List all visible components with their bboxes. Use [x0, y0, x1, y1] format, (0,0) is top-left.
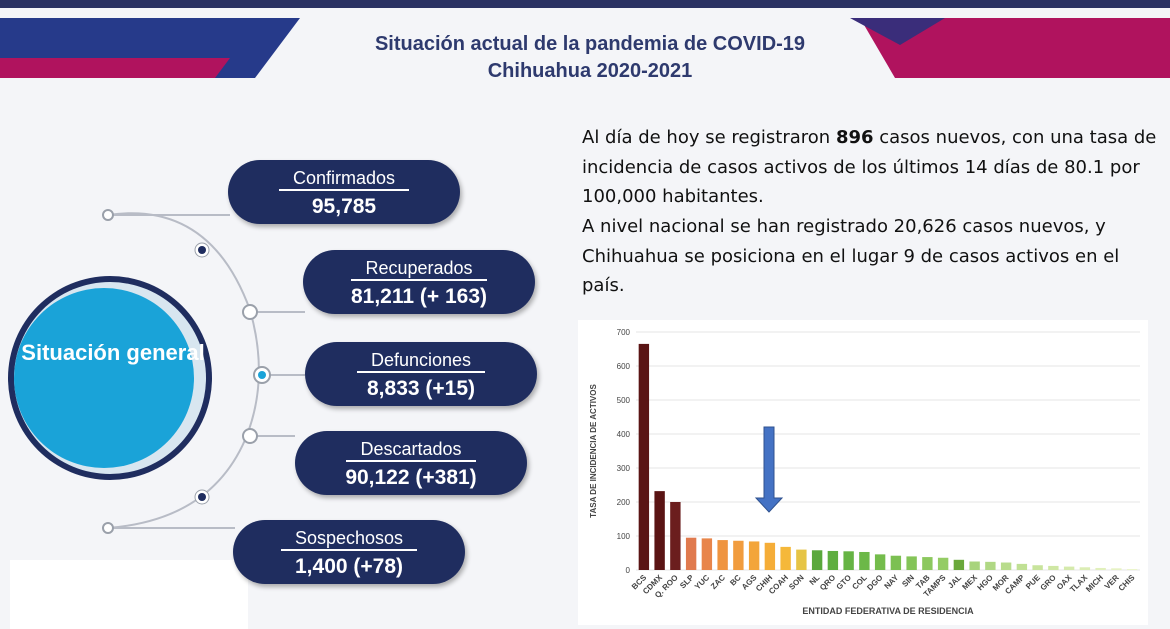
stat-card: Recuperados 81,211 (+ 163): [303, 250, 535, 314]
bar: [827, 550, 839, 570]
y-axis-label: TASA DE INCIDENCIA DE ACTIVOS: [589, 384, 598, 518]
card-label: Defunciones: [356, 349, 486, 373]
y-tick-label: 500: [617, 396, 631, 405]
x-tick-label: SON: [787, 573, 806, 592]
bar: [701, 538, 713, 570]
bar: [811, 550, 823, 570]
y-tick-label: 100: [617, 532, 631, 541]
chart: 0 100 200 300 400 500 600 700 TASA DE INCIDENCIA…: [589, 328, 1140, 616]
bar: [1032, 565, 1043, 570]
x-tick-label: HGO: [976, 573, 995, 592]
bar: [670, 502, 681, 570]
bar: [1111, 568, 1122, 570]
x-tick-label: QRO: [818, 573, 837, 592]
y-tick-label: 400: [617, 430, 631, 439]
card-value: 81,211 (+ 163): [350, 285, 488, 308]
bar: [937, 557, 949, 570]
bar: [654, 491, 665, 570]
x-tick-label: CHIS: [1117, 573, 1137, 593]
x-tick-label: GRO: [1039, 573, 1058, 592]
card-label: Descartados: [346, 438, 476, 462]
y-tick-label: 300: [617, 464, 631, 473]
x-tick-label: GTO: [835, 573, 854, 592]
paragraph: Al día de hoy se registraron 896 casos n…: [582, 123, 1157, 212]
card-value: 1,400 (+78): [295, 555, 403, 578]
stat-card: Sospechosos 1,400 (+78): [233, 520, 465, 584]
bar: [1016, 563, 1028, 570]
x-tick-label: YUC: [693, 573, 711, 591]
text: casos nuevos, con una tasa de incidencia…: [582, 127, 1157, 207]
stat-card: Defunciones 8,833 (+15): [305, 342, 537, 406]
x-tick-label: DGO: [865, 573, 884, 592]
bar: [685, 537, 697, 570]
x-tick-label: JAL: [946, 573, 963, 590]
bar: [780, 546, 791, 570]
card-label: Recuperados: [351, 257, 487, 281]
bar: [890, 555, 902, 570]
x-tick-label: COL: [850, 573, 868, 591]
y-tick-label: 0: [626, 566, 631, 575]
y-tick-label: 200: [617, 498, 631, 507]
bar: [733, 540, 744, 570]
bold-number: 896: [835, 127, 874, 148]
x-tick-label: MICH: [1084, 573, 1105, 594]
bar: [748, 541, 760, 570]
bar: [922, 557, 933, 570]
paragraph: A nivel nacional se han registrado 20,62…: [582, 216, 1120, 296]
bar: [717, 540, 728, 570]
bar: [796, 549, 807, 570]
text: Al día de hoy se registraron: [582, 127, 836, 148]
y-tick-label: 700: [617, 328, 631, 337]
y-tick-label: 600: [617, 362, 631, 371]
x-tick-label: SLP: [678, 573, 696, 591]
center-label: Situación general: [21, 340, 205, 365]
bar: [638, 343, 650, 570]
bar: [874, 554, 886, 570]
x-tick-label: ZAC: [709, 573, 727, 591]
bar: [985, 561, 996, 570]
subtitle: Chihuahua 2020-2021: [487, 60, 693, 82]
bar: [906, 556, 917, 570]
card-value: 8,833 (+15): [367, 377, 475, 400]
bar: [1095, 567, 1106, 570]
bar: [1079, 567, 1091, 570]
bar: [1000, 562, 1012, 570]
card-label: Sospechosos: [280, 527, 418, 551]
bar: [859, 551, 870, 570]
x-axis-label: ENTIDAD FEDERATIVA DE RESIDENCIA: [802, 606, 974, 616]
x-tick-label: SIN: [900, 573, 916, 589]
bar: [1063, 566, 1075, 570]
bar: [953, 559, 965, 570]
x-tick-label: MEX: [960, 573, 979, 592]
bar: [1126, 568, 1138, 570]
card-value: 95,785: [311, 195, 377, 218]
arrow: [754, 426, 784, 513]
bar: [764, 542, 776, 570]
stat-card: Descartados 90,122 (+381): [295, 431, 527, 495]
card-label: Confirmados: [278, 167, 410, 191]
stat-card: Confirmados 95,785: [228, 160, 460, 224]
bar: [843, 551, 854, 570]
bar: [969, 561, 980, 570]
card-value: 90,122 (+381): [345, 466, 477, 489]
bar: [1048, 565, 1059, 570]
x-tick-label: NAY: [883, 573, 901, 591]
title: Situación actual de la pandemia de COVID…: [374, 33, 806, 55]
